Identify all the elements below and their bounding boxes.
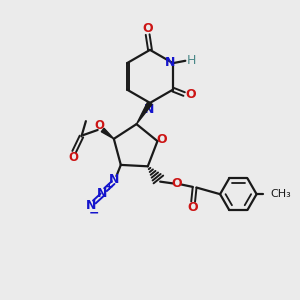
Text: O: O [68, 151, 79, 164]
Text: O: O [157, 134, 167, 146]
Text: N: N [109, 173, 119, 186]
Text: O: O [188, 201, 198, 214]
Text: O: O [185, 88, 196, 100]
Text: +: + [105, 182, 114, 192]
Text: CH₃: CH₃ [270, 189, 291, 199]
Polygon shape [136, 101, 152, 124]
Text: N: N [165, 56, 175, 69]
Text: N: N [144, 103, 154, 116]
Text: −: − [89, 206, 100, 219]
Polygon shape [101, 128, 114, 139]
Text: O: O [94, 119, 104, 132]
Text: O: O [172, 178, 182, 190]
Text: H: H [187, 54, 196, 67]
Text: N: N [97, 187, 107, 200]
Text: O: O [142, 22, 153, 34]
Text: N: N [85, 199, 96, 212]
